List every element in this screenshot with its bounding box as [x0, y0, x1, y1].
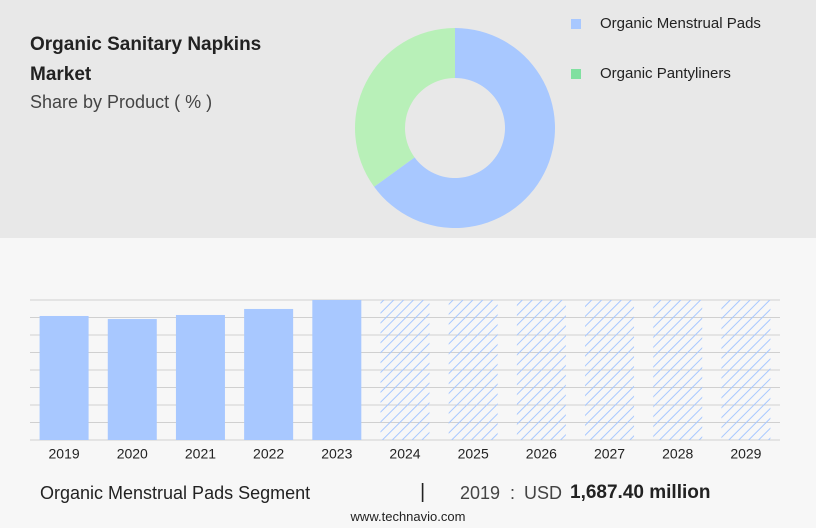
footer-segment: Organic Menstrual Pads Segment: [40, 483, 311, 503]
x-tick-label: 2025: [458, 446, 489, 462]
footer-value: 1,687.40 million: [570, 482, 711, 503]
x-tick-label: 2022: [253, 446, 284, 462]
forecast-placeholder: [448, 300, 498, 440]
chart-subtitle: Share by Product ( % ): [30, 92, 213, 112]
donut-slice: [374, 28, 555, 229]
donut-slice: [354, 28, 455, 187]
footer-source: www.technavio.com: [350, 509, 466, 524]
forecast-placeholder: [585, 300, 635, 440]
footer-separator: |: [420, 481, 426, 503]
x-tick-label: 2021: [185, 446, 216, 462]
chart-title: Organic Sanitary Napkins Market: [30, 34, 262, 85]
bar: [312, 300, 362, 440]
legend-label: Organic Pantyliners: [600, 65, 731, 82]
x-tick-label: 2020: [117, 446, 148, 462]
x-tick-label: 2024: [389, 446, 420, 462]
x-tick-label: 2026: [526, 446, 557, 462]
forecast-placeholder: [721, 300, 771, 440]
footer-currency: USD: [524, 483, 563, 503]
x-tick-label: 2019: [49, 446, 80, 462]
x-tick-label: 2029: [730, 446, 761, 462]
footer-colon: :: [510, 483, 516, 503]
bar: [175, 314, 225, 440]
footer-year: 2019: [460, 483, 501, 503]
x-tick-label: 2028: [662, 446, 693, 462]
legend-marker: [571, 19, 581, 29]
legend-marker: [571, 69, 581, 79]
forecast-placeholder: [516, 300, 566, 440]
bar: [107, 319, 157, 440]
forecast-placeholder: [653, 300, 703, 440]
x-tick-label: 2023: [321, 446, 352, 462]
x-tick-label: 2027: [594, 446, 625, 462]
legend-label: Organic Menstrual Pads: [600, 15, 761, 32]
forecast-placeholder: [380, 300, 430, 440]
bar: [39, 315, 89, 440]
bar: [244, 308, 294, 440]
